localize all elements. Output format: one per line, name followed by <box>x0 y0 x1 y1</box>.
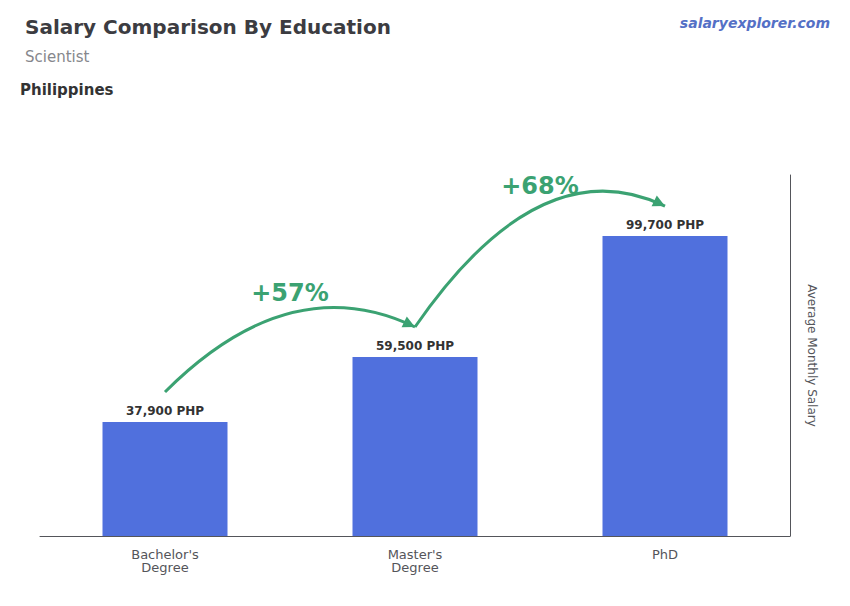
svg-text:99,700 PHP: 99,700 PHP <box>626 218 704 232</box>
svg-text:Philippines: Philippines <box>20 81 114 99</box>
svg-text:salaryexplorer.com: salaryexplorer.com <box>680 15 830 31</box>
svg-text:+68%: +68% <box>501 172 579 200</box>
svg-text:PhD: PhD <box>652 547 678 562</box>
svg-text:Degree: Degree <box>141 560 188 575</box>
svg-text:Bachelor's: Bachelor's <box>131 547 199 562</box>
svg-text:Degree: Degree <box>391 560 438 575</box>
svg-text:Salary Comparison By Education: Salary Comparison By Education <box>25 15 391 39</box>
svg-text:Average Monthly Salary: Average Monthly Salary <box>805 284 819 427</box>
svg-text:Scientist: Scientist <box>25 48 90 66</box>
svg-text:Master's: Master's <box>387 547 443 562</box>
svg-text:37,900 PHP: 37,900 PHP <box>126 404 204 418</box>
svg-text:59,500 PHP: 59,500 PHP <box>376 339 454 353</box>
svg-text:+57%: +57% <box>251 279 329 307</box>
